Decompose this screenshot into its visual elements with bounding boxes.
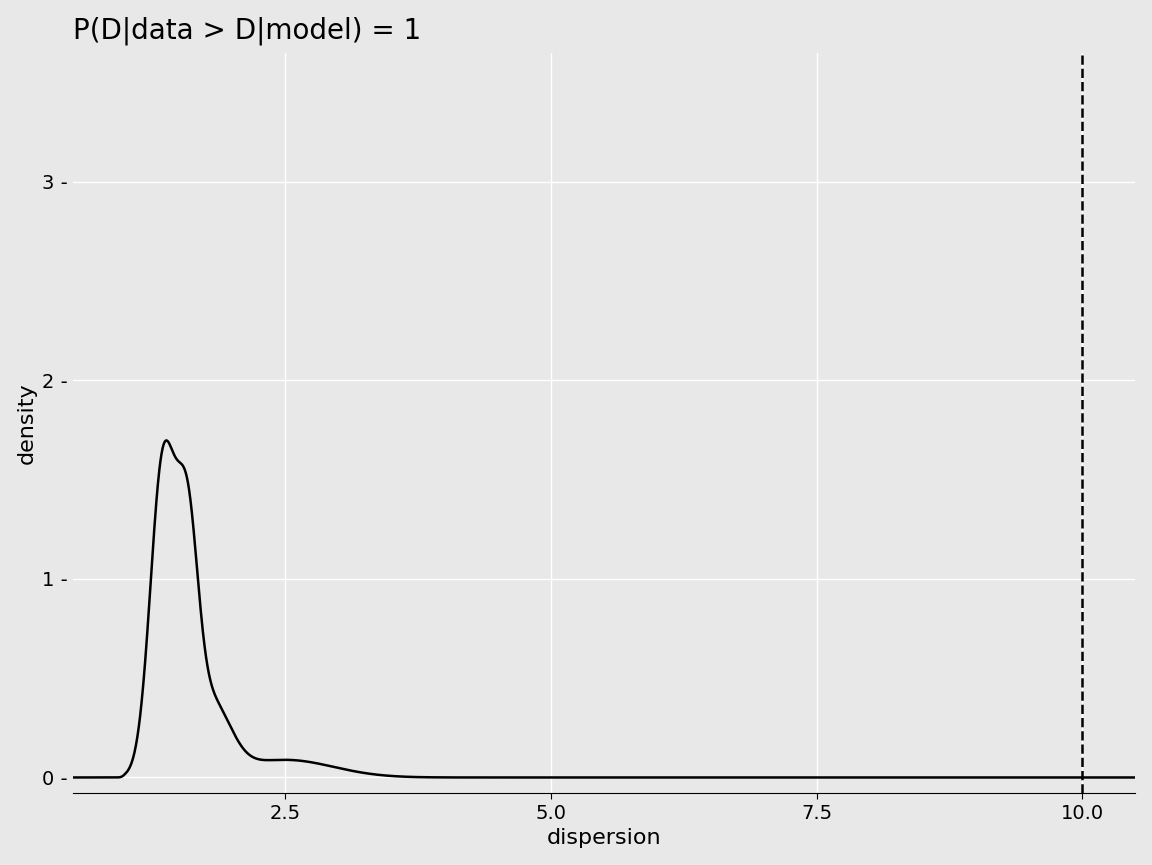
Y-axis label: density: density	[16, 382, 37, 464]
Text: P(D|data > D|model) = 1: P(D|data > D|model) = 1	[73, 16, 422, 45]
X-axis label: dispersion: dispersion	[547, 829, 661, 849]
